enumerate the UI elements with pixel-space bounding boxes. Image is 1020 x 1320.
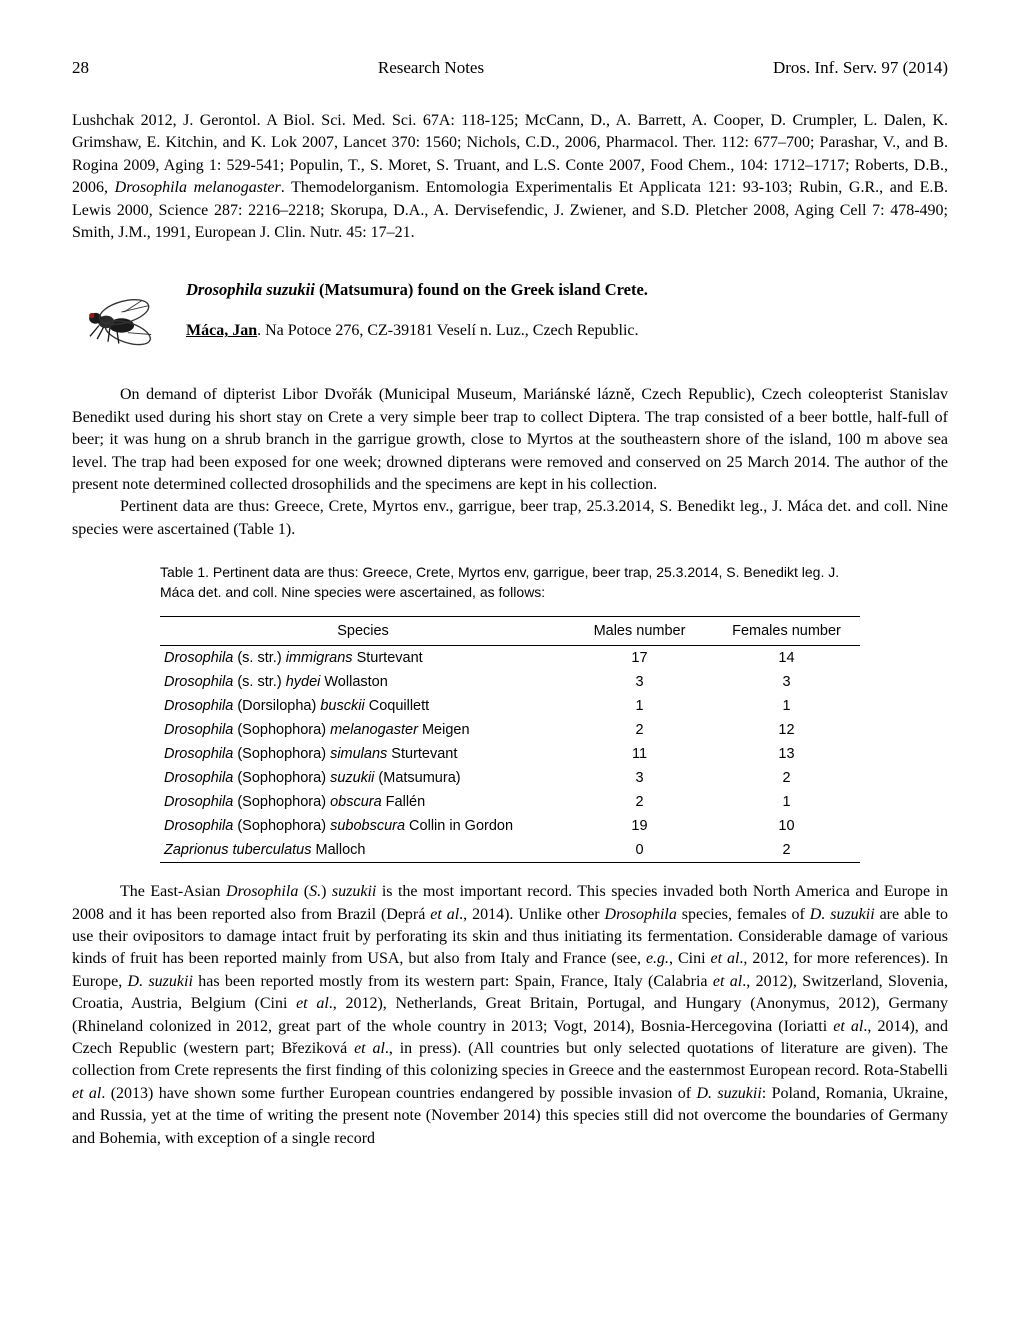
paragraph-1: On demand of dipterist Libor Dvořák (Mun…	[72, 384, 948, 496]
col-females: Females number	[713, 617, 860, 646]
cell-males: 2	[566, 790, 713, 814]
col-males: Males number	[566, 617, 713, 646]
cell-females: 3	[713, 670, 860, 694]
table-row: Zaprionus tuberculatus Malloch02	[160, 838, 860, 863]
col-species: Species	[160, 617, 566, 646]
cell-species: Drosophila (s. str.) immigrans Sturtevan…	[160, 646, 566, 671]
cell-males: 0	[566, 838, 713, 863]
cell-females: 2	[713, 766, 860, 790]
cell-species: Drosophila (s. str.) hydei Wollaston	[160, 670, 566, 694]
table-row: Drosophila (s. str.) hydei Wollaston33	[160, 670, 860, 694]
references-italic-1: Drosophila melanogaster	[115, 179, 281, 196]
cell-species: Drosophila (Sophophora) melanogaster Mei…	[160, 718, 566, 742]
cell-females: 1	[713, 790, 860, 814]
references-block: Lushchak 2012, J. Gerontol. A Biol. Sci.…	[72, 110, 948, 244]
table-header-row: Species Males number Females number	[160, 617, 860, 646]
article-header: Drosophila suzukii (Matsumura) found on …	[72, 276, 948, 356]
cell-males: 3	[566, 766, 713, 790]
cell-males: 3	[566, 670, 713, 694]
body-paragraphs-bottom: The East-Asian Drosophila (S.) suzukii i…	[72, 881, 948, 1150]
table-row: Drosophila (Sophophora) subobscura Colli…	[160, 814, 860, 838]
cell-males: 17	[566, 646, 713, 671]
cell-males: 11	[566, 742, 713, 766]
table-row: Drosophila (Sophophora) melanogaster Mei…	[160, 718, 860, 742]
header-center: Research Notes	[378, 58, 484, 78]
table-row: Drosophila (Sophophora) obscura Fallén21	[160, 790, 860, 814]
cell-species: Zaprionus tuberculatus Malloch	[160, 838, 566, 863]
header-right: Dros. Inf. Serv. 97 (2014)	[773, 58, 948, 78]
cell-species: Drosophila (Sophophora) subobscura Colli…	[160, 814, 566, 838]
article-title-block: Drosophila suzukii (Matsumura) found on …	[186, 276, 948, 340]
species-table: Species Males number Females number Dros…	[160, 616, 860, 863]
article-title: Drosophila suzukii (Matsumura) found on …	[186, 280, 948, 300]
page-header: 28 Research Notes Dros. Inf. Serv. 97 (2…	[72, 58, 948, 78]
cell-females: 10	[713, 814, 860, 838]
table-caption: Table 1. Pertinent data are thus: Greece…	[160, 563, 860, 602]
cell-males: 1	[566, 694, 713, 718]
table-row: Drosophila (s. str.) immigrans Sturtevan…	[160, 646, 860, 671]
fly-icon	[72, 276, 162, 356]
cell-females: 14	[713, 646, 860, 671]
author-affiliation: . Na Potoce 276, CZ-39181 Veselí n. Luz.…	[257, 322, 638, 339]
body-paragraphs-top: On demand of dipterist Libor Dvořák (Mun…	[72, 384, 948, 541]
cell-species: Drosophila (Sophophora) simulans Sturtev…	[160, 742, 566, 766]
article-title-italic: Drosophila suzukii	[186, 280, 315, 299]
author-name: Máca, Jan	[186, 322, 257, 339]
cell-males: 2	[566, 718, 713, 742]
paragraph-3: The East-Asian Drosophila (S.) suzukii i…	[72, 881, 948, 1150]
author-line: Máca, Jan. Na Potoce 276, CZ-39181 Vesel…	[186, 322, 948, 340]
cell-females: 13	[713, 742, 860, 766]
page-number: 28	[72, 58, 89, 78]
cell-males: 19	[566, 814, 713, 838]
cell-females: 2	[713, 838, 860, 863]
cell-females: 1	[713, 694, 860, 718]
table-row: Drosophila (Dorsilopha) busckii Coquille…	[160, 694, 860, 718]
article-title-rest: (Matsumura) found on the Greek island Cr…	[315, 280, 648, 299]
table-row: Drosophila (Sophophora) simulans Sturtev…	[160, 742, 860, 766]
cell-females: 12	[713, 718, 860, 742]
paragraph-2: Pertinent data are thus: Greece, Crete, …	[72, 496, 948, 541]
cell-species: Drosophila (Sophophora) suzukii (Matsumu…	[160, 766, 566, 790]
table-section: Table 1. Pertinent data are thus: Greece…	[72, 563, 948, 863]
table-row: Drosophila (Sophophora) suzukii (Matsumu…	[160, 766, 860, 790]
cell-species: Drosophila (Dorsilopha) busckii Coquille…	[160, 694, 566, 718]
cell-species: Drosophila (Sophophora) obscura Fallén	[160, 790, 566, 814]
